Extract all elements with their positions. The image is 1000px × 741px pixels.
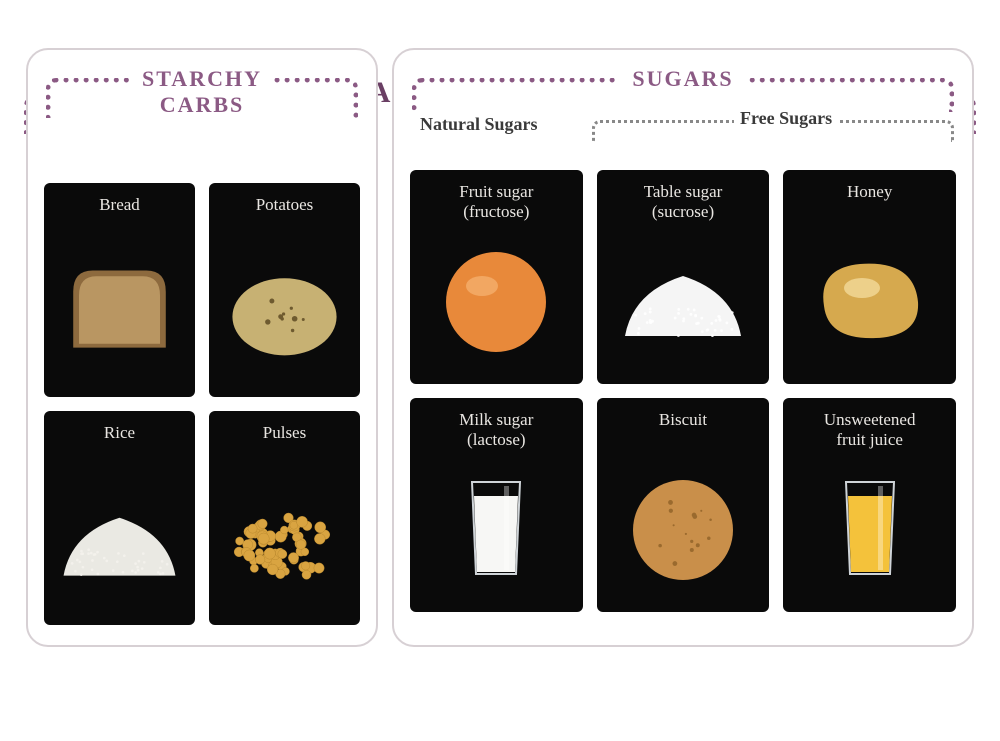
- food-card: Honey: [783, 170, 956, 384]
- food-card-label: Potatoes: [256, 195, 314, 235]
- natural-sugars-label: Natural Sugars: [414, 114, 544, 135]
- food-card: Bread: [44, 183, 195, 397]
- food-card: Biscuit: [597, 398, 770, 612]
- biscuit-icon: [605, 450, 762, 602]
- sugars-title: SUGARS: [618, 66, 747, 92]
- honey-icon: [791, 222, 948, 374]
- food-card-label: Rice: [104, 423, 135, 463]
- food-card-label: Milk sugar(lactose): [459, 410, 533, 450]
- potato-icon: [217, 235, 352, 387]
- food-card-label: Honey: [847, 182, 892, 222]
- food-card-label: Bread: [99, 195, 140, 235]
- starchy-grid: Bread Potatoes Rice Pulses: [44, 183, 360, 625]
- food-card-label: Biscuit: [659, 410, 707, 450]
- panel-starchy: STARCHY CARBS Bread Potatoes Rice Pulses: [26, 48, 378, 647]
- sugar-icon: [605, 222, 762, 374]
- free-sugars-label: Free Sugars: [734, 108, 838, 129]
- rice-icon: [52, 463, 187, 615]
- panel-sugars: SUGARS Natural Sugars Free Sugars Fruit …: [392, 48, 974, 647]
- food-card-label: Pulses: [263, 423, 306, 463]
- milk-icon: [418, 450, 575, 602]
- sugars-grid: Fruit sugar(fructose) Table sugar(sucrose…: [410, 170, 956, 612]
- starchy-title-line2: CARBS: [160, 92, 245, 117]
- food-card: Pulses: [209, 411, 360, 625]
- food-card: Fruit sugar(fructose): [410, 170, 583, 384]
- juice-icon: [791, 450, 948, 602]
- food-card: Rice: [44, 411, 195, 625]
- food-card: Unsweetenedfruit juice: [783, 398, 956, 612]
- food-card-label: Fruit sugar(fructose): [459, 182, 533, 222]
- starchy-title-line1: STARCHY: [142, 66, 262, 91]
- pulses-icon: [217, 463, 352, 615]
- starchy-title: STARCHY CARBS: [132, 66, 272, 119]
- orange-icon: [418, 222, 575, 374]
- panels-row: STARCHY CARBS Bread Potatoes Rice Pulses S…: [0, 48, 1000, 647]
- bread-icon: [52, 235, 187, 387]
- food-card: Table sugar(sucrose): [597, 170, 770, 384]
- food-card: Potatoes: [209, 183, 360, 397]
- food-card-label: Unsweetenedfruit juice: [824, 410, 916, 450]
- food-card: Milk sugar(lactose): [410, 398, 583, 612]
- food-card-label: Table sugar(sucrose): [644, 182, 723, 222]
